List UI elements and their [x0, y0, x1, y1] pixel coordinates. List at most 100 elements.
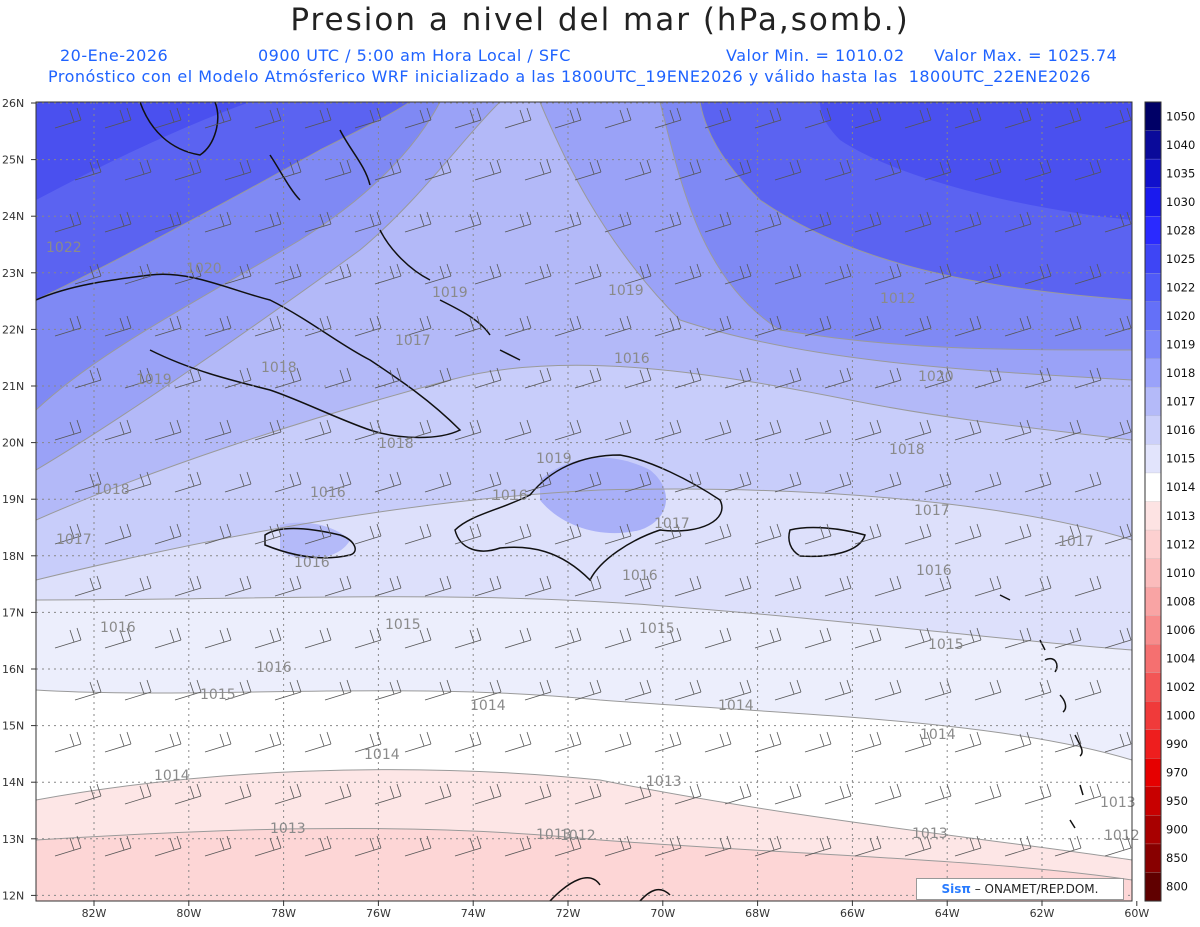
wind-barb	[204, 627, 232, 649]
contour-label: 1015	[928, 637, 964, 653]
wind-barb	[404, 627, 432, 649]
colorbar-swatch	[1144, 358, 1162, 389]
wind-barb	[254, 731, 282, 753]
wind-barb	[204, 315, 232, 337]
colorbar-swatch	[1144, 786, 1162, 817]
wind-barb	[504, 835, 532, 857]
wind-barb	[904, 211, 932, 233]
wind-barb	[704, 627, 732, 649]
wind-barb	[554, 211, 582, 233]
wind-barb	[604, 523, 632, 545]
wind-barb	[54, 211, 82, 233]
wind-barb	[104, 731, 132, 753]
wind-barb	[374, 367, 402, 389]
wind-barb	[854, 107, 882, 129]
wind-barb	[154, 523, 182, 545]
credit-box: Sisπ – ONAMET/REP.DOM.	[916, 878, 1124, 900]
wind-barb	[924, 471, 952, 493]
wind-barb	[604, 211, 632, 233]
latitude-axis: 26N 25N 24N 23N 22N 21N 20N 19N 18N 17N 16N 15N 14N 1…	[2, 97, 36, 902]
lat-label: 13N	[2, 833, 24, 846]
wind-barb	[654, 315, 682, 337]
lat-label: 23N	[2, 267, 24, 280]
wind-barb	[654, 523, 682, 545]
wind-barb	[274, 159, 302, 181]
lat-label: 22N	[2, 323, 24, 336]
wind-barb	[304, 315, 332, 337]
wind-barb	[554, 627, 582, 649]
wind-barb	[954, 835, 982, 857]
wind-barb	[254, 419, 282, 441]
wind-barb	[304, 835, 332, 857]
colorbar-label: 1006	[1166, 623, 1195, 637]
wind-barb	[124, 575, 152, 597]
wind-barb	[604, 731, 632, 753]
wind-barb	[574, 367, 602, 389]
wind-barb	[424, 575, 452, 597]
contour-label: 1014	[718, 698, 754, 714]
wind-barb	[224, 367, 252, 389]
wind-barb	[954, 107, 982, 129]
wind-barb	[474, 159, 502, 181]
wind-barb	[954, 419, 982, 441]
wind-barb	[374, 783, 402, 805]
wind-barb	[754, 523, 782, 545]
lat-label: 17N	[2, 606, 24, 619]
contour-label: 1018	[261, 360, 297, 376]
wind-barb	[1054, 523, 1082, 545]
sispi-logo: Sisπ	[941, 882, 971, 896]
wind-barb	[974, 367, 1002, 389]
lon-label: 70W	[650, 907, 675, 920]
wind-barb	[104, 627, 132, 649]
forecast-date: 20-Ene-2026	[60, 46, 169, 65]
wind-barb	[924, 783, 952, 805]
wind-barb	[554, 731, 582, 753]
contour-label: 1020	[918, 369, 954, 385]
wind-barb	[374, 679, 402, 701]
wind-barb	[724, 471, 752, 493]
longitude-axis: 82W 80W 78W 76W 74W 72W 70W 68W 66W 64W 62W 60W	[82, 901, 1149, 920]
wind-barb	[1104, 523, 1132, 545]
wind-barb	[824, 471, 852, 493]
band-1018	[36, 102, 1132, 520]
forecast-time: 0900 UTC / 5:00 am Hora Local / SFC	[258, 46, 571, 65]
wind-barb	[804, 107, 832, 129]
wind-barb	[154, 835, 182, 857]
wind-barb	[124, 263, 152, 285]
wind-barb	[1074, 367, 1102, 389]
wind-barb	[124, 159, 152, 181]
bahamas-coast	[269, 129, 521, 361]
wind-barb	[1054, 627, 1082, 649]
wind-barb	[474, 575, 502, 597]
contour-label: 1015	[200, 687, 236, 703]
wind-barb	[104, 419, 132, 441]
colorbar-swatch	[1144, 529, 1162, 560]
wind-barb	[1024, 367, 1052, 389]
wind-barb	[754, 419, 782, 441]
wind-barb	[654, 731, 682, 753]
wind-barb	[874, 471, 902, 493]
wind-barb	[654, 107, 682, 129]
wind-barb	[324, 367, 352, 389]
wind-barb	[704, 419, 732, 441]
wind-barb	[424, 263, 452, 285]
wind-barb	[674, 159, 702, 181]
wind-barb	[454, 731, 482, 753]
wind-barb	[204, 523, 232, 545]
cuba-coast	[36, 273, 462, 439]
lon-label: 66W	[840, 907, 865, 920]
wind-barb	[974, 679, 1002, 701]
wind-barb	[174, 263, 202, 285]
wind-barb	[54, 107, 82, 129]
lat-label: 24N	[2, 210, 24, 223]
wind-barb	[254, 627, 282, 649]
wind-barb	[424, 367, 452, 389]
wind-barb	[54, 835, 82, 857]
contour-label: 1016	[622, 568, 658, 584]
wind-barb	[54, 315, 82, 337]
coastlines	[36, 102, 1084, 901]
wind-barb	[104, 315, 132, 337]
wind-barb	[574, 783, 602, 805]
wind-barb	[354, 315, 382, 337]
